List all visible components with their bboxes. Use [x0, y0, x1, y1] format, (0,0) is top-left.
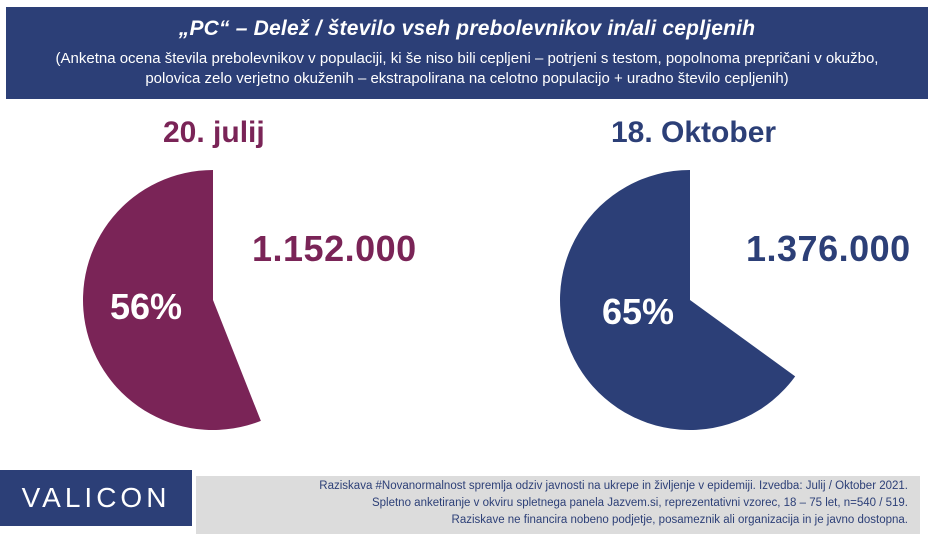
pie-panel-october: 18. Oktober 65% 1.376.000: [500, 108, 940, 448]
pie-count-label: 1.376.000: [746, 228, 911, 269]
footer-line: Spletno anketiranje v okviru spletnega p…: [371, 497, 908, 509]
pie-date-label: 20. julij: [163, 116, 265, 149]
pie-panel-july: 20. julij 56% 1.152.000: [30, 108, 470, 448]
chart-subtitle: (Anketna ocena števila prebolevnikov v p…: [55, 50, 879, 87]
chart-title: „PC“ – Delež / število vseh prebolevniko…: [178, 17, 756, 40]
header-banner: „PC“ – Delež / število vseh prebolevniko…: [6, 7, 928, 99]
valicon-logo: VALICON: [0, 470, 192, 526]
pie-slice-october: [559, 170, 796, 430]
pie-chart-july: [83, 170, 261, 430]
pie-slice-july: [83, 170, 261, 430]
footer-note: Raziskava #Novanormalnost spremlja odziv…: [196, 476, 920, 534]
footer-line: Raziskava #Novanormalnost spremlja odziv…: [319, 480, 908, 492]
pie-percent-label: 56%: [110, 286, 183, 327]
pie-percent-label: 65%: [602, 291, 675, 332]
pie-date-label: 18. Oktober: [611, 116, 777, 149]
pie-chart-october: [559, 170, 796, 430]
pie-count-label: 1.152.000: [252, 228, 417, 269]
footer-line: Raziskave ne financira nobeno podjetje, …: [451, 514, 908, 526]
